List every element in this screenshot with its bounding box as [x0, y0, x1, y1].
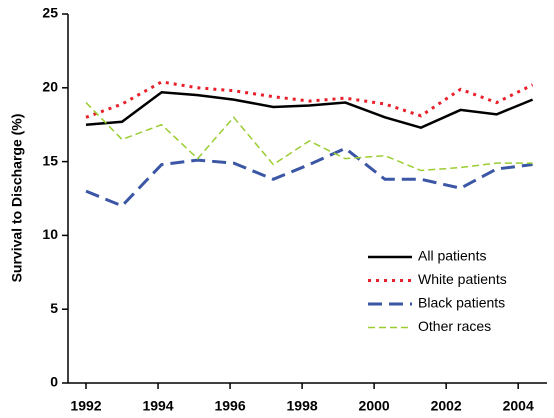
y-tick-label: 25 — [42, 5, 58, 21]
y-tick-label: 20 — [42, 79, 58, 95]
legend-label: All patients — [418, 248, 486, 264]
legend-label: Black patients — [418, 295, 505, 311]
y-axis-label: Survival to Discharge (%) — [9, 114, 25, 283]
x-tick-label: 1992 — [70, 398, 101, 414]
y-tick-label: 15 — [42, 152, 58, 168]
x-tick-label: 2002 — [431, 398, 462, 414]
series-line — [85, 146, 533, 208]
y-tick-label: 5 — [50, 300, 58, 316]
x-tick-label: 1998 — [287, 398, 318, 414]
series-line — [85, 102, 533, 172]
x-tick-label: 1996 — [214, 398, 245, 414]
x-tick-label: 2000 — [359, 398, 390, 414]
legend-label: Other races — [418, 318, 491, 334]
legend-label: White patients — [418, 271, 507, 287]
series-line — [85, 90, 534, 129]
x-tick-label: 2004 — [503, 398, 534, 414]
y-tick-label: 10 — [42, 226, 58, 242]
x-tick-label: 1994 — [142, 398, 173, 414]
series-line — [85, 80, 534, 119]
y-tick-label: 0 — [50, 374, 58, 390]
